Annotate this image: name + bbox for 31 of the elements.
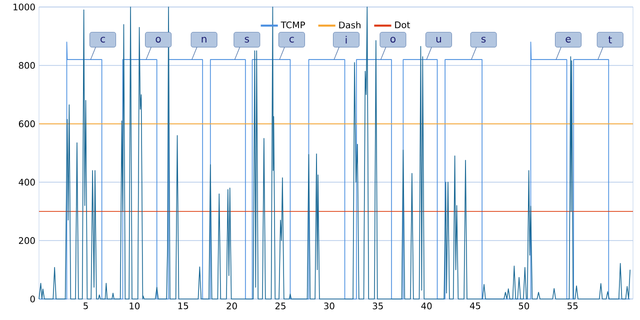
legend-label: TCMP (280, 21, 305, 28)
annotation: s (244, 36, 250, 43)
annotation: c (289, 36, 294, 43)
y-tick-label: 200 (18, 237, 35, 244)
legend-label: Dash (339, 21, 360, 28)
x-tick-label: 35 (372, 302, 383, 310)
x-tick-label: 10 (130, 302, 140, 310)
annotation: c (100, 36, 105, 43)
y-tick-label: 1000 (14, 4, 35, 10)
x-tick-label: 45 (470, 302, 480, 310)
legend-label: Dot (395, 22, 410, 28)
annotation: t (608, 36, 612, 44)
x-tick-label: 20 (226, 302, 237, 310)
x-tick-label: 5 (84, 302, 88, 310)
x-tick-label: 55 (568, 302, 578, 310)
x-tick-label: 15 (178, 302, 188, 310)
x-tick-label: 40 (421, 302, 432, 310)
x-tick-label: 25 (275, 302, 286, 310)
annotation: i (346, 36, 347, 44)
x-tick-label: 50 (518, 302, 530, 310)
annotation: o (156, 36, 161, 43)
y-tick-label: 0 (30, 296, 35, 302)
annotation: n (202, 36, 206, 42)
y-tick-label: 800 (18, 62, 35, 69)
y-tick-label: 400 (18, 178, 35, 186)
annotation: s (481, 36, 486, 43)
annotation: e (566, 36, 571, 43)
y-tick-label: 600 (18, 120, 35, 128)
annotation: u (436, 36, 441, 43)
annotation: o (390, 36, 396, 43)
x-tick-label: 30 (324, 302, 334, 310)
